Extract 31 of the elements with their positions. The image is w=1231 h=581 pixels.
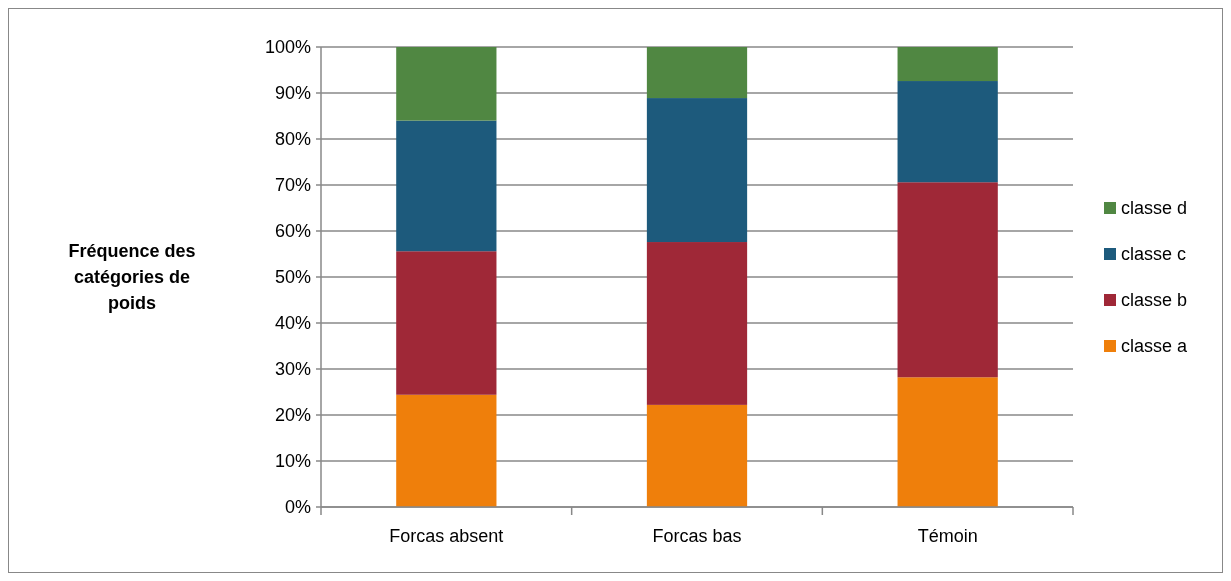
y-tick-label: 50% [274, 267, 311, 288]
bar [646, 98, 748, 243]
bar [396, 47, 497, 121]
y-tick-label: 20% [274, 405, 311, 426]
y-axis-title: Fréquence des catégories de poids [68, 241, 196, 314]
y-tick-label: 30% [274, 359, 311, 380]
y-tick-label: 40% [274, 313, 311, 334]
legend-label: classe a [1121, 336, 1189, 357]
bar [897, 377, 998, 507]
bar [396, 394, 497, 507]
y-tick-label: 100% [264, 37, 311, 58]
legend-label: classe b [1121, 290, 1188, 311]
bar [396, 251, 497, 395]
x-tick-label: Forcas bas [652, 526, 742, 546]
y-tick-label: 0% [284, 497, 311, 518]
y-tick-label: 90% [274, 83, 311, 104]
bar [646, 47, 748, 99]
bar [396, 120, 497, 252]
y-tick-label: 80% [274, 129, 311, 150]
y-tick-label: 10% [274, 451, 311, 472]
y-tick-label: 70% [274, 175, 311, 196]
x-tick-label: Forcas absent [389, 526, 504, 546]
legend-label: classe d [1121, 198, 1188, 219]
bar [646, 404, 748, 507]
y-tick-label: 60% [274, 221, 311, 242]
x-tick-label: Témoin [917, 526, 978, 546]
bar [646, 242, 748, 405]
bar [897, 47, 998, 82]
legend-label: classe c [1121, 244, 1187, 265]
bar [897, 81, 998, 183]
bar [897, 182, 998, 378]
